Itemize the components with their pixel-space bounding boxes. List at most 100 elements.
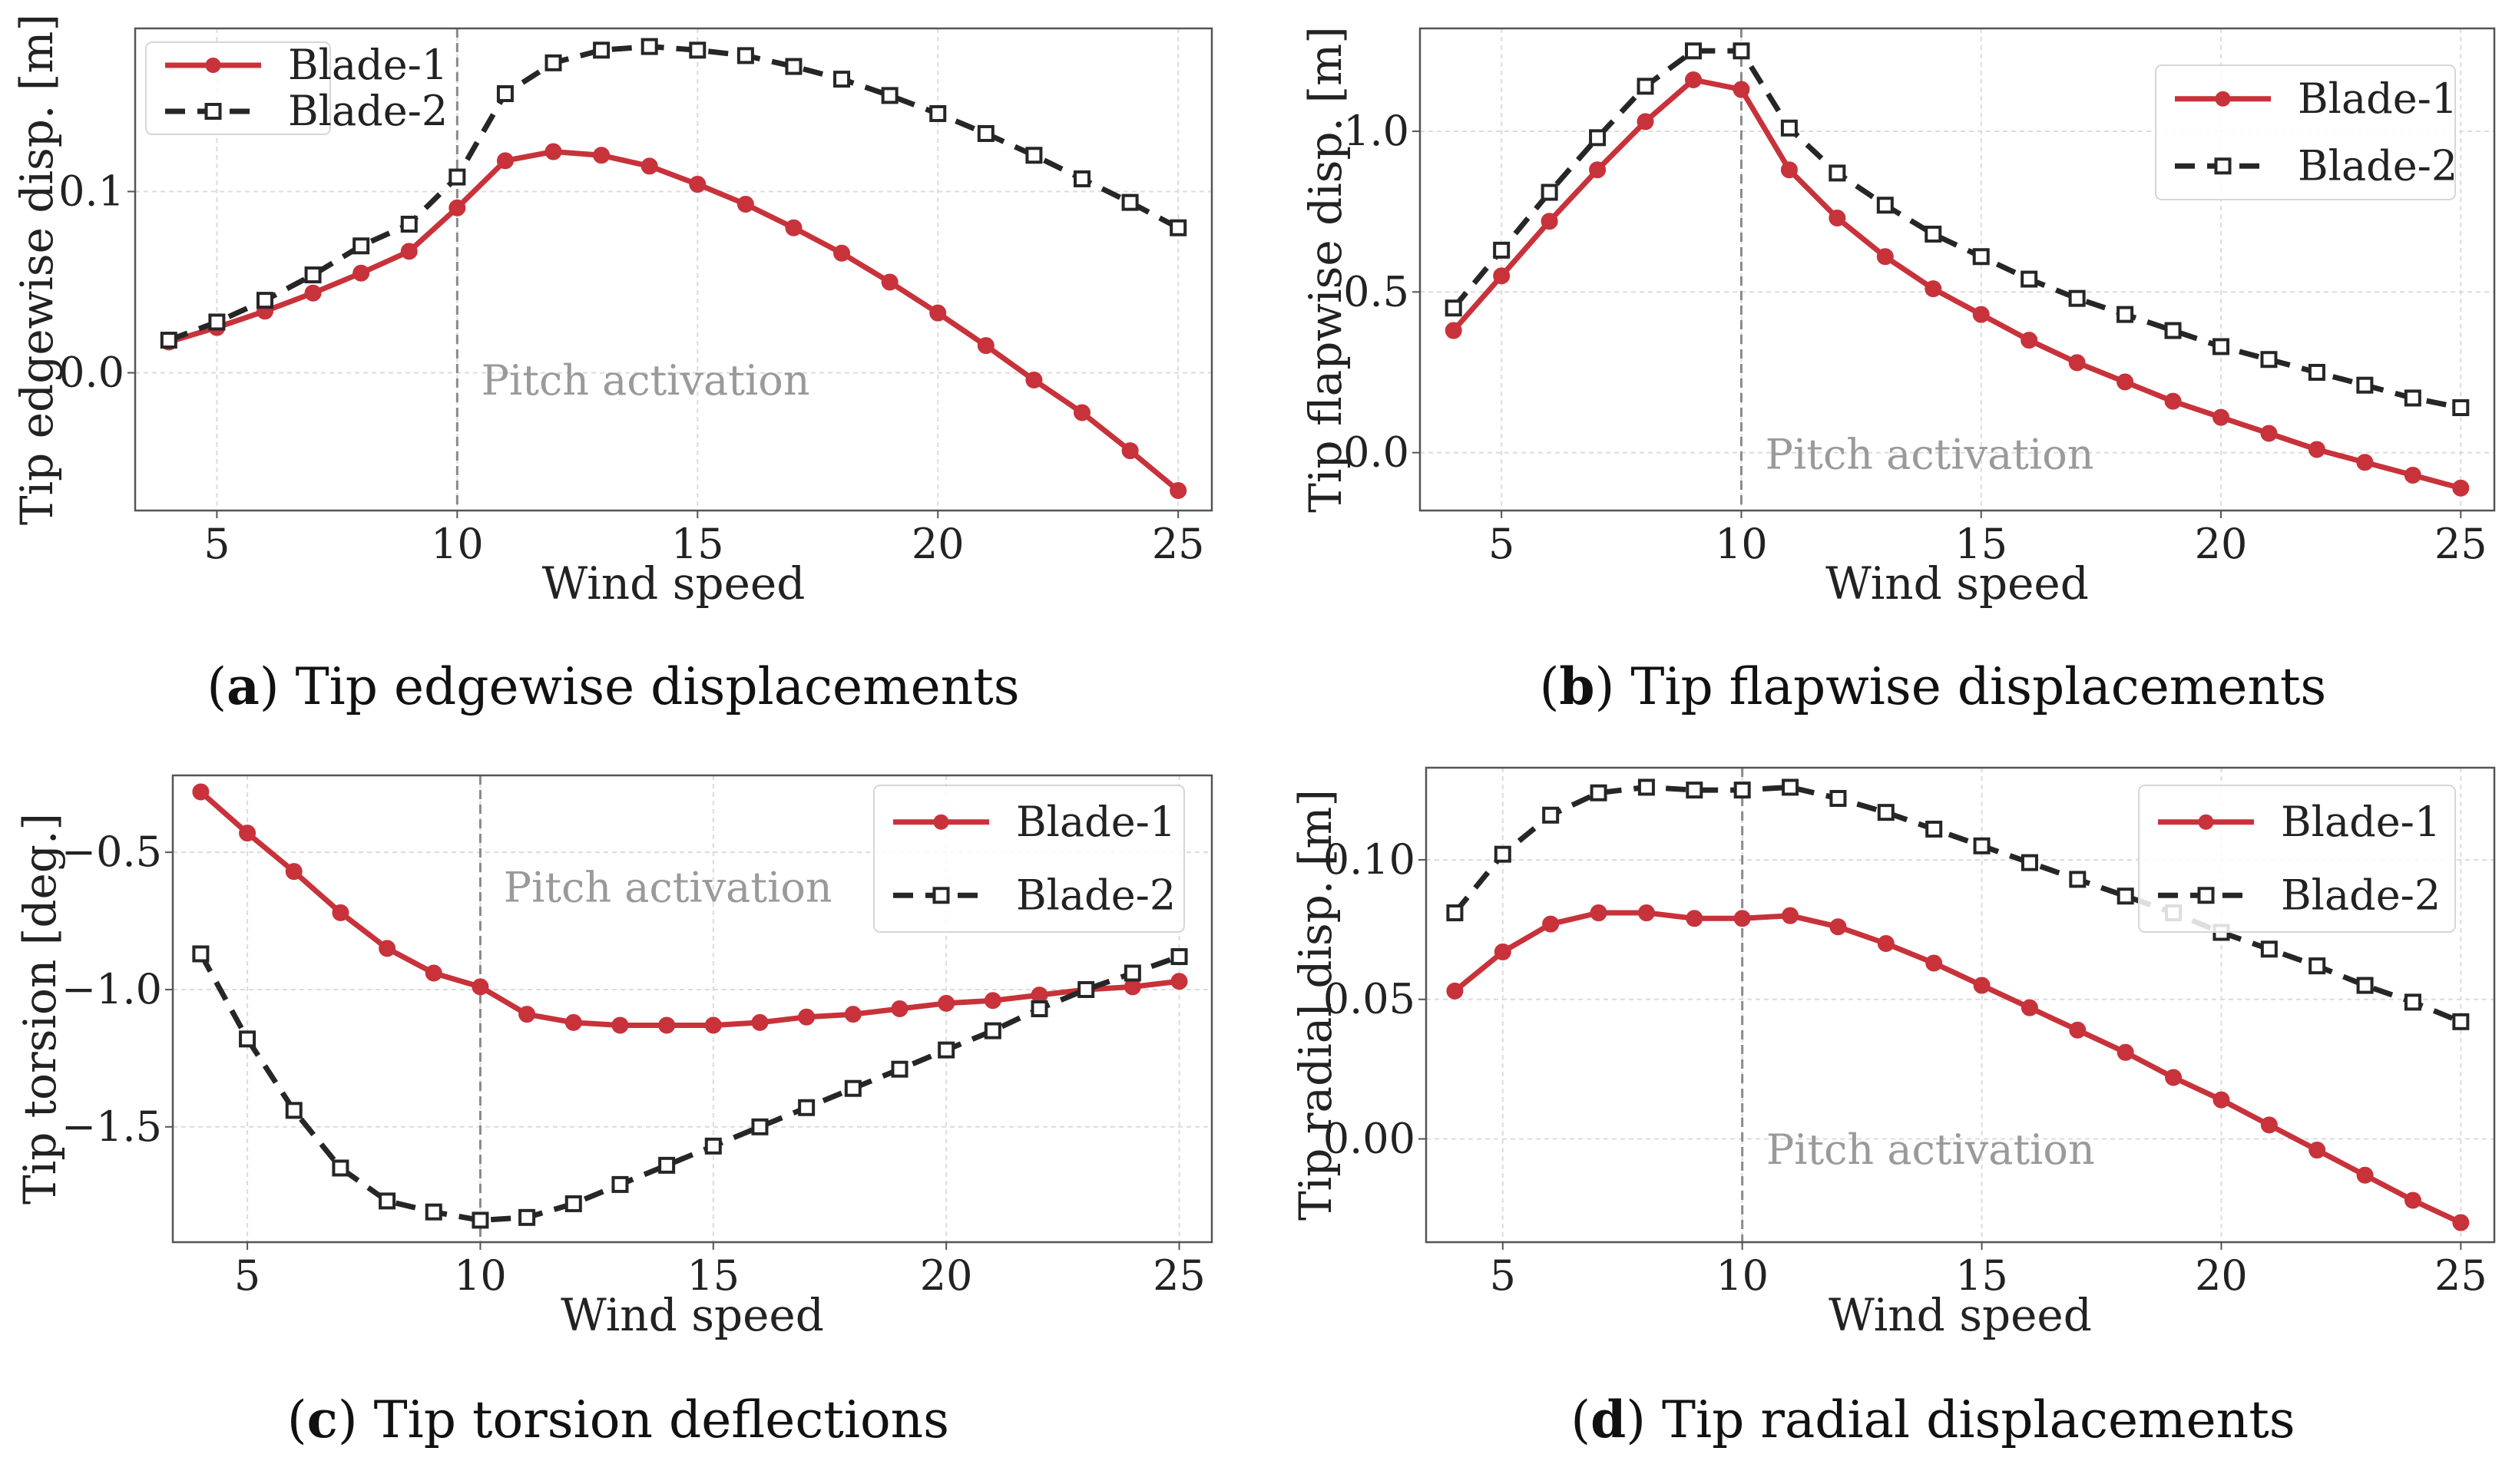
- data-point-blade-1: [544, 143, 562, 160]
- data-point-blade-1: [2165, 1069, 2183, 1086]
- data-point-blade-2: [2117, 306, 2134, 323]
- data-point-blade-2: [496, 84, 514, 102]
- data-point-blade-2: [611, 1175, 629, 1193]
- data-point-blade-2: [1877, 804, 1895, 821]
- data-point-blade-1: [1877, 935, 1895, 953]
- data-point-blade-2: [2404, 993, 2421, 1011]
- pitch-activation-annotation: Pitch activation: [1766, 431, 2094, 479]
- data-point-blade-1: [1686, 910, 1703, 927]
- data-point-blade-1: [891, 1000, 908, 1017]
- y-axis-label: Tip radial disp. [m]: [1289, 789, 1342, 1221]
- y-axis-label: Tip torsion [deg.]: [14, 813, 66, 1205]
- data-point-blade-1: [1829, 918, 1847, 936]
- data-point-blade-1: [2117, 1043, 2134, 1061]
- data-point-blade-2: [2069, 871, 2087, 888]
- caption-letter: b: [1559, 656, 1594, 716]
- data-point-blade-2: [704, 1137, 722, 1155]
- data-point-blade-1: [2164, 392, 2182, 410]
- caption-text: Tip torsion deflections: [374, 1390, 949, 1449]
- data-point-blade-2: [1074, 170, 1091, 187]
- data-point-blade-1: [564, 1013, 582, 1031]
- x-axis-label: Wind speed: [561, 1289, 824, 1341]
- caption-letter: d: [1590, 1390, 1626, 1449]
- data-point-blade-1: [844, 1006, 862, 1023]
- pitch-activation-annotation: Pitch activation: [482, 356, 810, 405]
- x-tick-label: 10: [431, 520, 484, 568]
- y-tick-label: 0.00: [1323, 1114, 1415, 1162]
- data-point-blade-1: [1170, 973, 1188, 990]
- data-point-blade-1: [1972, 306, 1990, 323]
- data-point-blade-2: [1972, 248, 1990, 266]
- caption-paren-close: ): [338, 1390, 374, 1449]
- data-point-blade-2: [640, 38, 658, 55]
- data-point-blade-1: [2404, 466, 2421, 484]
- axes-frame: [134, 27, 1213, 512]
- chart-panel-c: 5 10 15 20 25 −1.5 −1.0 −0.5 Wind speed Tip torsi…: [14, 774, 1213, 1449]
- chart-panel-d: 5 10 15 20 25 0.00 0.05 0.10 Wind speed Tip radia…: [1289, 766, 2496, 1449]
- chart-panel-a: 5 10 15 20 25 0.0 0.1 Wind speed Tip edgewise di…: [11, 14, 1213, 716]
- data-point-blade-2: [2308, 957, 2326, 975]
- data-point-blade-1: [704, 1016, 722, 1034]
- series-line-blade-1: [167, 149, 1180, 493]
- data-point-blade-2: [1780, 119, 1798, 137]
- chart-panel-b: 5 10 15 20 25 0.0 0.5 1.0 Wind speed Tip flapwise…: [1299, 26, 2496, 716]
- x-tick-label: 20: [2195, 520, 2248, 568]
- data-point-blade-1: [785, 219, 803, 236]
- data-point-blade-1: [425, 964, 442, 982]
- x-tick-label: 15: [1955, 1251, 2008, 1300]
- data-point-blade-2: [593, 41, 611, 59]
- data-point-blade-2: [544, 54, 562, 71]
- series-line-blade-2: [198, 952, 1180, 1223]
- data-point-blade-2: [1493, 241, 1511, 259]
- y-tick-label: 0.0: [58, 349, 124, 397]
- data-point-blade-2: [1829, 789, 1847, 807]
- data-point-blade-2: [2404, 389, 2421, 407]
- legend-swatch-marker: [2198, 814, 2214, 830]
- legend-swatch-marker: [932, 887, 950, 904]
- data-point-blade-1: [496, 152, 514, 170]
- data-point-blade-1: [472, 978, 489, 996]
- data-point-blade-2: [1973, 837, 1991, 854]
- data-point-blade-1: [2356, 1166, 2374, 1184]
- series-line-blade-1: [1451, 77, 2462, 491]
- x-axis-label: Wind speed: [1825, 557, 2089, 610]
- data-point-blade-1: [1733, 81, 1750, 98]
- legend-entry-label: Blade-1: [2281, 798, 2441, 846]
- data-point-blade-1: [689, 176, 707, 193]
- y-tick-label: 0.10: [1323, 835, 1415, 884]
- data-point-blade-2: [1637, 78, 1654, 95]
- data-point-blade-2: [1733, 782, 1751, 799]
- data-point-blade-1: [1541, 213, 1558, 230]
- caption-text: Tip radial displacements: [1662, 1390, 2295, 1449]
- axes-frame: [1418, 27, 2496, 512]
- data-point-blade-2: [736, 47, 754, 64]
- data-point-blade-1: [611, 1016, 629, 1034]
- data-point-blade-2: [352, 237, 370, 255]
- data-point-blade-2: [891, 1060, 908, 1078]
- legend-entry-label: Blade-2: [1016, 871, 1176, 919]
- data-point-blade-2: [208, 313, 226, 331]
- caption-paren-open: (: [1570, 1390, 1590, 1449]
- data-point-blade-1: [379, 940, 396, 957]
- data-point-blade-1: [1074, 404, 1091, 421]
- data-point-blade-1: [1876, 248, 1894, 266]
- data-point-blade-2: [2356, 376, 2374, 394]
- legend-swatch-marker: [2214, 157, 2232, 175]
- data-point-blade-2: [984, 1022, 1001, 1039]
- data-point-blade-2: [689, 41, 707, 59]
- data-point-blade-2: [658, 1156, 676, 1174]
- data-point-blade-2: [2021, 854, 2038, 871]
- data-point-blade-1: [1925, 280, 1942, 298]
- data-point-blade-2: [938, 1041, 955, 1059]
- pitch-activation-annotation: Pitch activation: [504, 864, 832, 912]
- x-tick-label: 20: [912, 520, 965, 568]
- x-tick-label: 10: [454, 1251, 507, 1300]
- data-point-blade-2: [1445, 299, 1462, 317]
- data-point-blade-1: [2308, 1142, 2326, 1159]
- data-point-blade-2: [833, 71, 851, 88]
- x-tick-label: 20: [2195, 1251, 2248, 1300]
- data-point-blade-2: [1031, 1000, 1048, 1017]
- legend-entry-label: Blade-1: [1016, 798, 1176, 846]
- data-point-blade-2: [2260, 940, 2278, 958]
